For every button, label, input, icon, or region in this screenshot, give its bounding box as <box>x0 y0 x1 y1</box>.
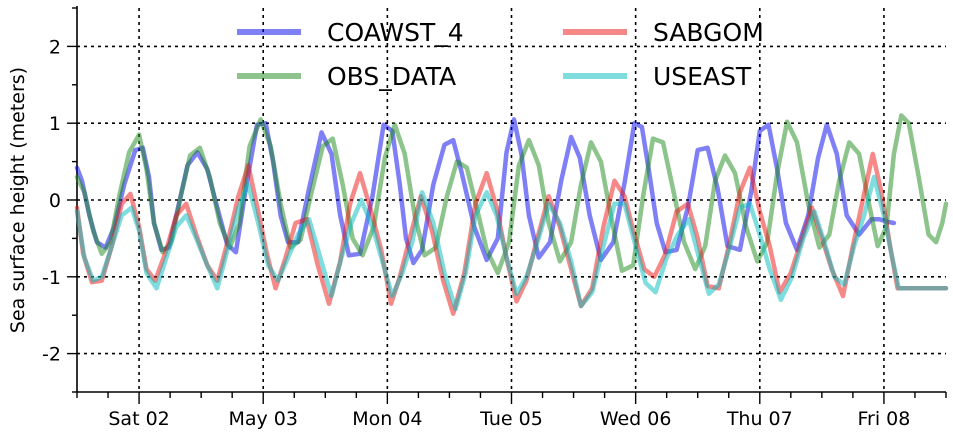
legend-label: USEAST <box>653 62 752 91</box>
x-tick-label: Fri 08 <box>857 408 910 430</box>
grid-lines <box>77 8 946 392</box>
x-tick-label: Sat 02 <box>108 408 169 430</box>
y-tick-label: 2 <box>49 36 61 58</box>
y-tick-label: -2 <box>42 344 61 366</box>
y-tick-label: 0 <box>49 190 61 212</box>
series-lines <box>74 113 949 316</box>
x-tick-label: Tue 05 <box>479 408 543 430</box>
series-line-obs-data <box>74 113 949 276</box>
legend-label: OBS_DATA <box>327 62 456 91</box>
x-tick-label: Mon 04 <box>352 408 422 430</box>
series-line-coawst-4 <box>74 117 897 266</box>
y-tick-label: 1 <box>49 113 61 135</box>
x-tick-label: Thu 07 <box>726 408 793 430</box>
legend-label: SABGOM <box>653 18 764 47</box>
legend-label: COAWST_4 <box>327 18 464 47</box>
y-axis-label: Sea surface height (meters) <box>7 67 29 333</box>
legend: COAWST_4 OBS_DATA SABGOM USEAST <box>237 18 764 91</box>
x-tick-label: Wed 06 <box>600 408 672 430</box>
series-line-useast <box>74 174 949 312</box>
x-tick-label: May 03 <box>228 408 298 430</box>
axes: -2 -1 0 1 2 Sat 02 May 03 Mon 04 Tue 05 Wed 06 Thu… <box>42 6 947 430</box>
y-tick-label: -1 <box>42 267 61 289</box>
